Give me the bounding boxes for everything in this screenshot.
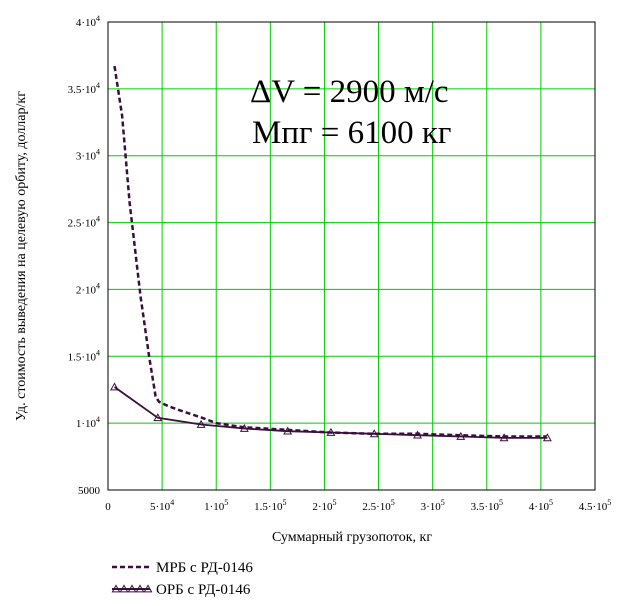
data-point-marker <box>413 430 422 439</box>
data-point-marker <box>456 431 466 440</box>
series-line-0 <box>113 65 547 438</box>
y-tick-label: 1.5·104 <box>68 348 100 363</box>
data-point-marker <box>135 584 145 593</box>
data-point-marker <box>542 433 552 442</box>
data-point-marker <box>127 584 137 593</box>
series-line-1 <box>113 386 548 439</box>
data-point-marker <box>283 426 293 435</box>
data-point-marker <box>143 584 153 593</box>
x-axis-title: Суммарный грузопоток, кг <box>272 530 432 545</box>
x-tick-labels: 0 5·104 1·105 1.5·105 2·105 2.5·105 3·105 3.5·1… <box>105 498 611 513</box>
data-point-marker <box>369 429 379 438</box>
y-tick-label: 5000 <box>78 485 101 497</box>
legend-label-mrb: МРБ с РД-0146 <box>156 560 253 576</box>
x-tick-label: 2.5·105 <box>362 498 394 513</box>
y-tick-label: 1·104 <box>76 415 100 430</box>
x-tick-label: 1.5·105 <box>254 498 286 513</box>
x-tick-label: 3.5·105 <box>471 498 503 513</box>
data-point-marker <box>499 433 509 442</box>
x-tick-label: 4·105 <box>529 498 553 513</box>
x-tick-label: 4.5·105 <box>579 498 611 513</box>
y-tick-labels: 5000 1·104 1.5·104 2·104 2.5·104 3·104 3.5·104… <box>68 14 101 497</box>
data-point-marker <box>119 584 129 593</box>
x-tick-label: 5·104 <box>150 498 174 513</box>
y-axis-title: Уд. стоимость выведения на целевую орбит… <box>14 91 29 421</box>
y-tick-label: 2.5·104 <box>68 215 100 230</box>
data-point-marker <box>326 427 336 436</box>
annotation-payload-mass: Мпг = 6100 кг <box>252 115 451 151</box>
y-tick-label: 4·104 <box>76 14 100 29</box>
legend-markers-orb <box>111 584 153 593</box>
x-tick-label: 1·105 <box>204 498 228 513</box>
y-tick-label: 3.5·104 <box>68 81 100 96</box>
legend-label-orb: ОРБ с РД-0146 <box>156 582 251 598</box>
grid-lines <box>108 22 595 490</box>
annotation-delta-v: ΔV = 2900 м/с <box>250 74 449 110</box>
y-tick-label: 3·104 <box>76 148 100 163</box>
data-point-marker <box>153 413 163 422</box>
data-point-marker <box>239 423 249 432</box>
series-layer <box>110 65 552 442</box>
x-tick-label: 2·105 <box>312 498 336 513</box>
data-point-marker <box>110 382 119 391</box>
legend: МРБ с РД-0146 ОРБ с РД-0146 <box>111 560 253 598</box>
data-point-marker <box>196 419 206 428</box>
y-tick-label: 2·104 <box>76 281 100 296</box>
x-tick-label: 3·105 <box>421 498 445 513</box>
data-point-marker <box>111 584 121 593</box>
plot-frame <box>107 21 596 491</box>
x-tick-label: 0 <box>105 501 111 513</box>
